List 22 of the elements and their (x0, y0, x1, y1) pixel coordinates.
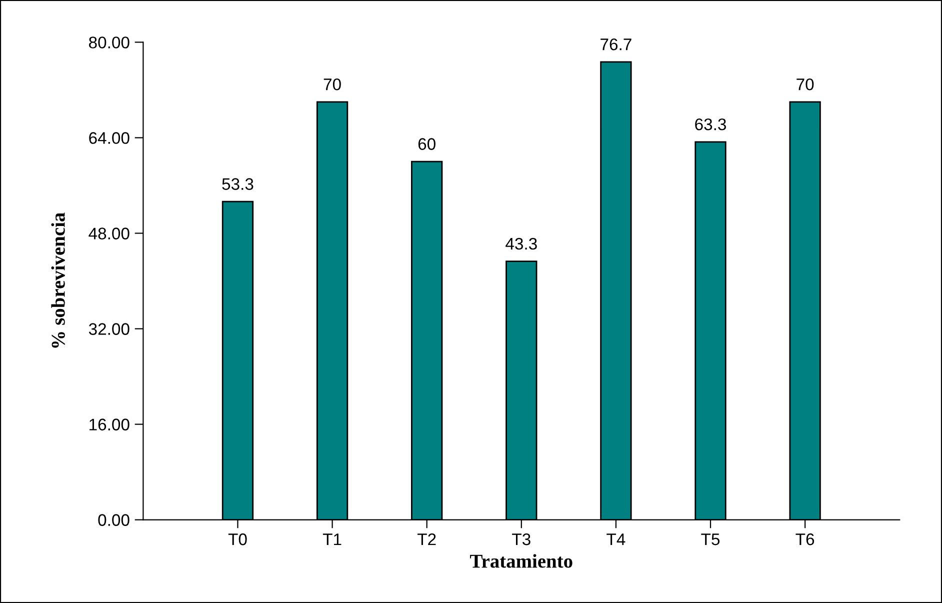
data-label: 53.3 (222, 178, 254, 190)
y-tick-label: 64.00 (89, 132, 130, 144)
x-tick-label: T1 (322, 534, 342, 546)
data-label: 63.3 (695, 118, 726, 130)
data-label: 70 (324, 78, 341, 90)
x-tick-label: T0 (228, 533, 247, 546)
x-tick-label: T2 (417, 533, 436, 546)
y-tick-label: 16.00 (90, 418, 130, 430)
x-axis-title: Tratamiento (470, 554, 572, 568)
x-tick-label: T6 (796, 533, 814, 546)
data-label: 70 (796, 78, 814, 90)
x-tick-label: T5 (701, 534, 720, 546)
y-tick-label: 0.00 (98, 514, 130, 526)
y-tick-label: 32.00 (88, 323, 130, 335)
data-label: 60 (418, 138, 436, 150)
y-tick-label: 80.00 (89, 36, 130, 48)
y-axis-title: % sobrevivencia (51, 212, 65, 348)
x-tick-label: T3 (512, 533, 530, 546)
y-tick-label: 48.00 (88, 228, 130, 240)
x-tick-label: T4 (606, 534, 626, 546)
data-label: 76.7 (600, 38, 632, 50)
data-label: 43.3 (506, 238, 537, 250)
